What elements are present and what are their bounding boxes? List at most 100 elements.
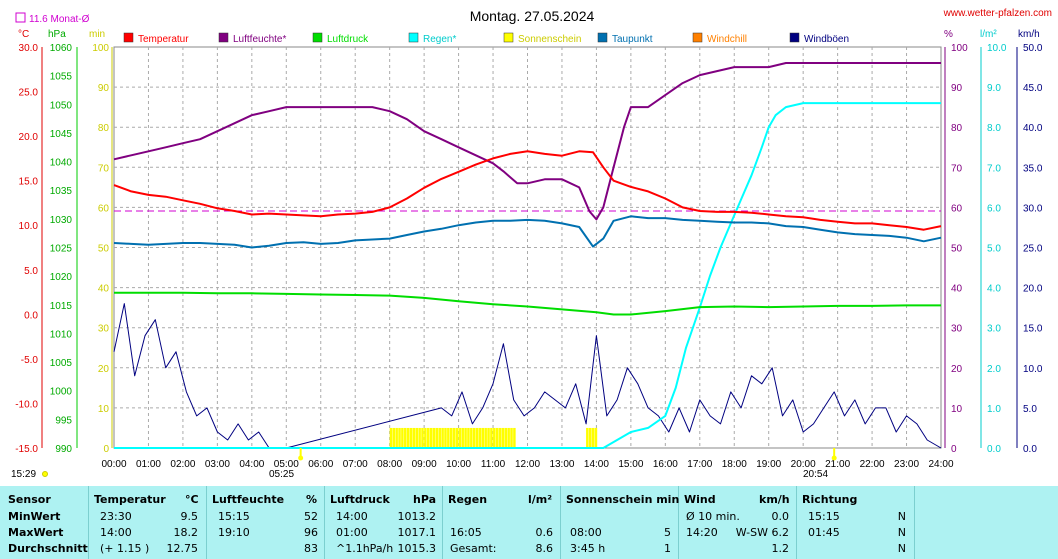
tick-temp: 10.0 <box>19 221 39 232</box>
tick-rain: 2.0 <box>987 364 1001 375</box>
stat-wind-val: 0.0 <box>771 510 790 523</box>
tick-time: 02:00 <box>170 459 195 470</box>
tick-time: 11:00 <box>481 459 506 470</box>
tick-pressure: 1045 <box>50 129 73 140</box>
hdr-hum: Luftfeuchte <box>212 493 285 506</box>
stat-hum-val: 83 <box>304 542 318 555</box>
sunshine-bar <box>409 427 413 448</box>
tick-wind: 20.0 <box>1023 284 1043 295</box>
stat-temp-time: 14:00 <box>100 526 132 539</box>
month-avg-label: 11.6 Monat-Ø <box>29 14 90 25</box>
tick-wind: 10.0 <box>1023 364 1043 375</box>
tick-sun: 0 <box>103 444 109 455</box>
stat-sun-val: 1 <box>664 542 671 555</box>
stat-label: MinWert <box>8 510 61 523</box>
tick-pressure: 1060 <box>50 43 73 54</box>
grid <box>113 46 942 449</box>
stats-table: Sensor Temperatur °C Luftfeuchte % Luftd… <box>0 486 1058 559</box>
legend-label: Windchill <box>707 34 747 45</box>
tick-time: 05:00 <box>274 459 299 470</box>
tick-pressure: 1050 <box>50 100 73 111</box>
legend-swatch <box>692 32 703 43</box>
stat-press-val: 1015.3 <box>397 542 437 555</box>
sunshine-bar <box>424 427 427 448</box>
month-avg-checkbox[interactable] <box>15 12 26 23</box>
sunshine-bar <box>586 427 589 448</box>
series-taupunkt <box>113 215 942 249</box>
tick-pressure: 1020 <box>50 272 73 283</box>
stat-hum-time: 19:10 <box>218 526 250 539</box>
tick-time: 13:00 <box>549 459 574 470</box>
legend-swatch <box>503 32 514 43</box>
tick-time: 15:00 <box>618 459 643 470</box>
tick-sun: 20 <box>98 364 110 375</box>
site-link[interactable]: www.wetter-pfalzen.com <box>943 8 1052 19</box>
stat-hum-val: 96 <box>304 526 318 539</box>
sunshine-bar <box>406 427 410 448</box>
sunshine-bar <box>426 427 430 448</box>
sunshine-bar <box>472 427 476 448</box>
sunshine-bar <box>504 427 508 448</box>
weather-chart: Montag. 27.05.2024 www.wetter-pfalzen.co… <box>11 8 1052 480</box>
stat-label: Durchschnitt <box>8 542 88 555</box>
tick-pressure: 1030 <box>50 215 73 226</box>
stat-dir-time: 15:15 <box>808 510 840 523</box>
sunshine-bar <box>461 427 464 448</box>
hdr-sensor: Sensor <box>8 493 51 506</box>
chart-title: Montag. 27.05.2024 <box>470 8 595 24</box>
legend-swatch <box>312 32 323 43</box>
sunshine-bar <box>591 427 595 448</box>
stat-press-time: 14:00 <box>336 510 368 523</box>
sunshine-bar <box>395 427 398 448</box>
tick-pressure: 1010 <box>50 329 73 340</box>
legend-label: Luftdruck <box>327 34 369 45</box>
stat-dir-val: N <box>897 542 906 555</box>
legend-swatch <box>597 32 608 43</box>
unit-min: min <box>89 29 105 40</box>
sunshine-bar <box>444 427 447 448</box>
tick-rain: 0.0 <box>987 444 1001 455</box>
tick-time: 24:00 <box>928 459 953 470</box>
sunshine-bar <box>493 427 496 448</box>
hdr-wind-unit: km/h <box>759 493 790 506</box>
sunshine-bar <box>588 427 592 448</box>
tick-sun: 100 <box>92 43 109 54</box>
tick-humidity: 80 <box>951 123 963 134</box>
sunshine-bar <box>389 427 393 448</box>
stat-press-time: ^1.1hPa/h <box>336 542 394 555</box>
stat-wind-time: 14:20 <box>686 526 718 539</box>
current-time-dot <box>42 471 48 477</box>
sunshine-bar <box>484 427 487 448</box>
hdr-rain-unit: l/m² <box>528 493 553 506</box>
tick-time: 04:00 <box>239 459 264 470</box>
tick-rain: 5.0 <box>987 244 1001 255</box>
sunshine-bar <box>421 427 424 448</box>
sunshine-bar <box>449 427 453 448</box>
series-luftfeuchte <box>113 62 941 221</box>
tick-sun: 10 <box>98 404 110 415</box>
unit-hpa: hPa <box>48 29 66 40</box>
stat-temp-val: 18.2 <box>173 526 199 539</box>
tick-sun: 90 <box>98 83 110 94</box>
tick-pressure: 1000 <box>50 387 73 398</box>
legend-label: Sonnenschein <box>518 34 581 45</box>
tick-temp: 25.0 <box>19 88 39 99</box>
tick-time: 07:00 <box>343 459 368 470</box>
tick-rain: 1.0 <box>987 404 1001 415</box>
current-time-label: 15:29 <box>11 469 36 480</box>
tick-pressure: 1005 <box>50 358 73 369</box>
stat-label: MaxWert <box>8 526 64 539</box>
legend-label: Taupunkt <box>612 34 653 45</box>
tick-sun: 50 <box>98 244 110 255</box>
sunshine-bar <box>452 427 456 448</box>
legend-swatch <box>123 32 134 43</box>
tick-time: 19:00 <box>756 459 781 470</box>
tick-time: 06:00 <box>308 459 333 470</box>
sunshine-bar <box>464 427 467 448</box>
stat-wind-val: W-SW 6.2 <box>735 526 789 539</box>
sunshine-bar <box>510 427 513 448</box>
sunrise-label: 05:25 <box>269 469 294 480</box>
stat-temp-val: 12.75 <box>166 542 199 555</box>
sunshine-bar <box>475 427 479 448</box>
tick-temp: 30.0 <box>19 43 39 54</box>
